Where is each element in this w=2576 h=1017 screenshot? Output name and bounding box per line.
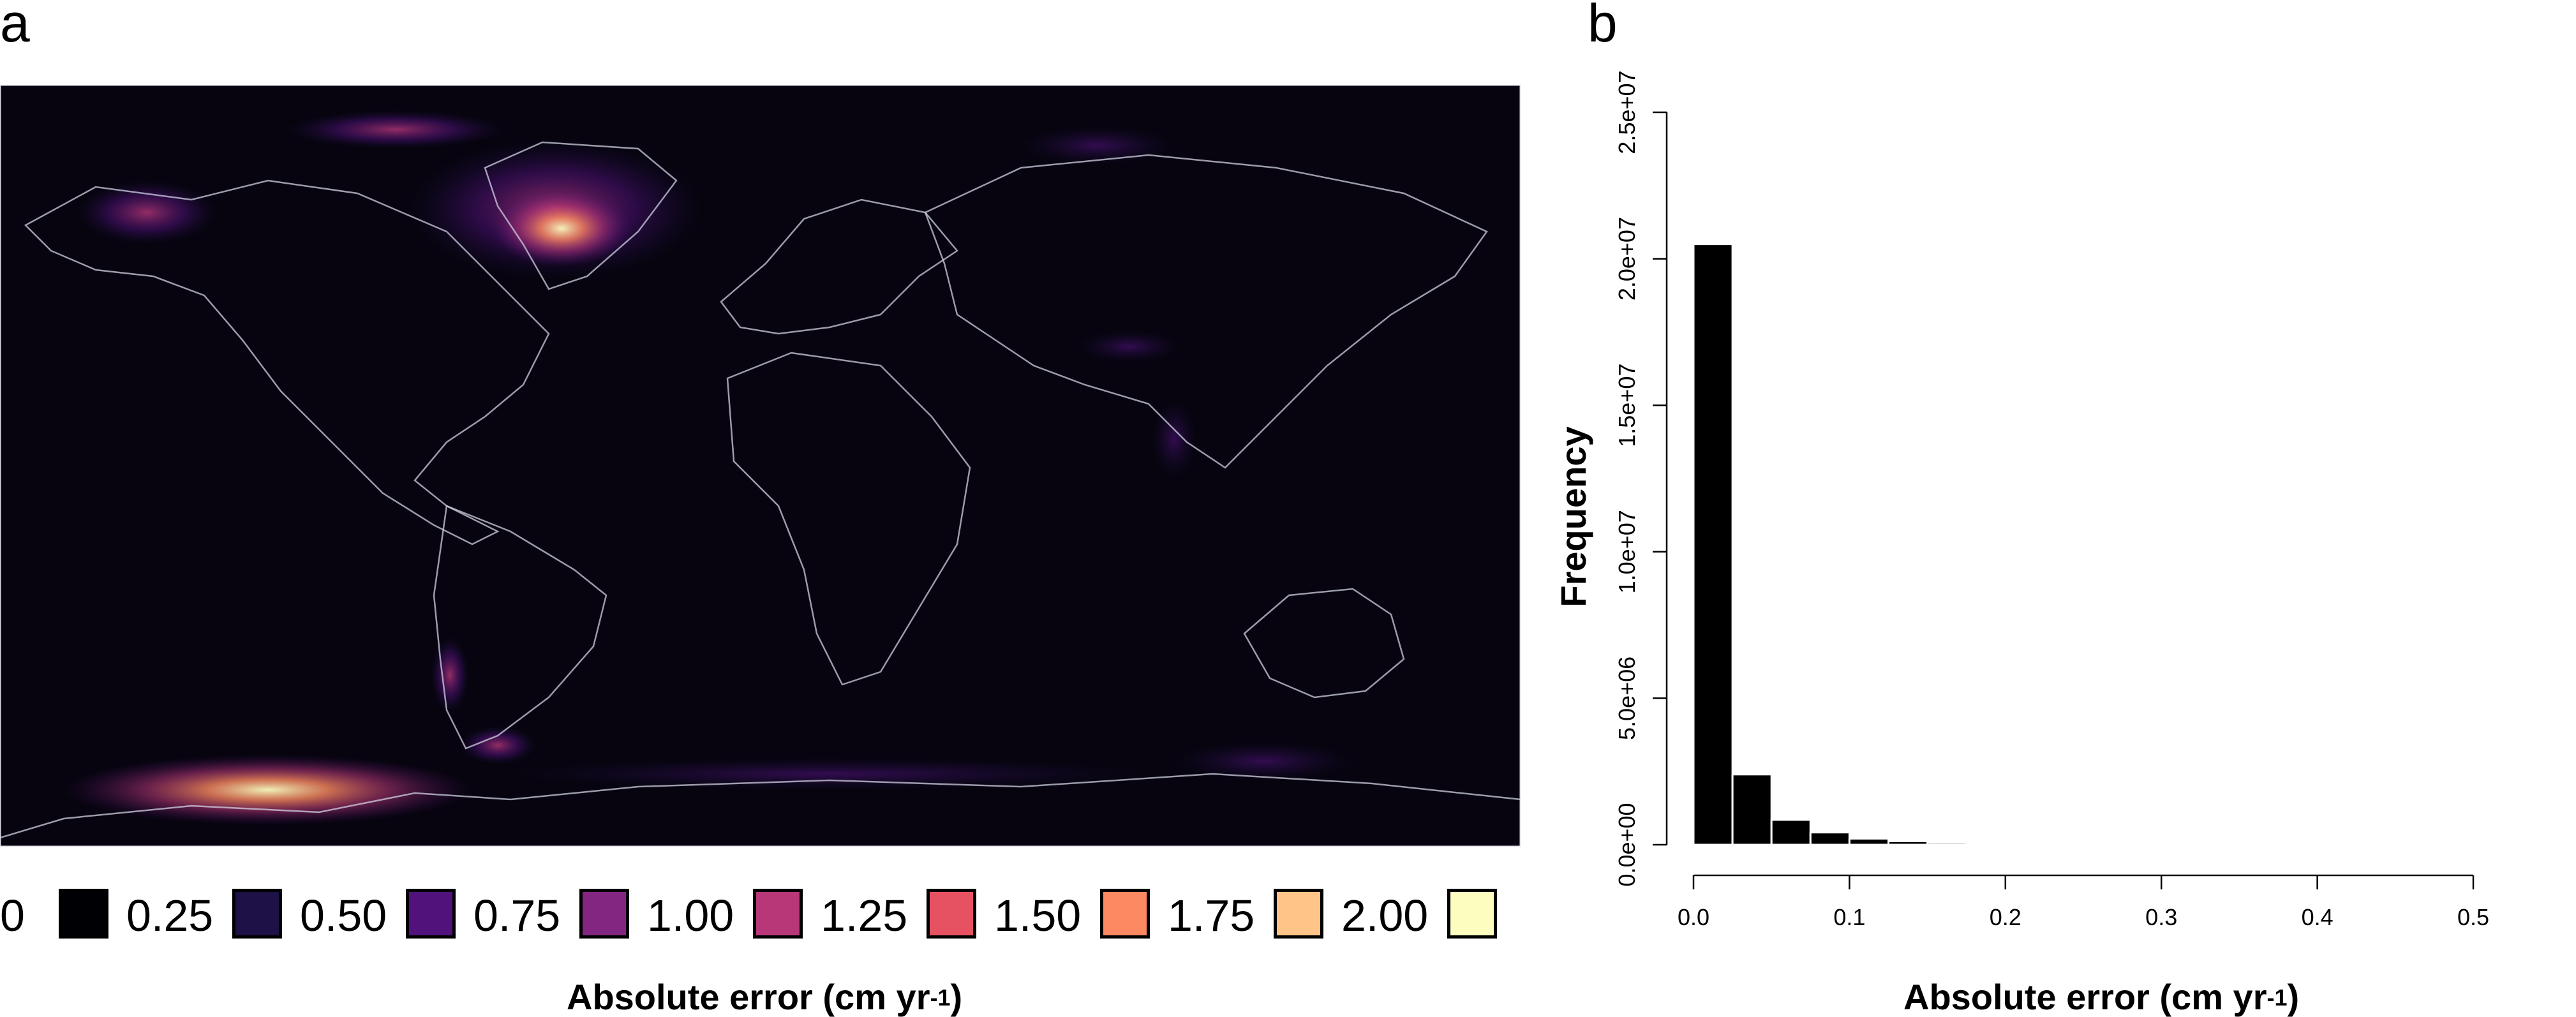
x-tick-label: 0.2 — [1990, 904, 2021, 930]
legend-label: 0.50 — [300, 893, 387, 938]
histogram-bar — [1694, 244, 1732, 845]
histogram-y-axis-title: Frequency — [1553, 426, 1593, 607]
legend-swatch — [927, 889, 976, 939]
histogram-axes — [1667, 112, 2473, 875]
map-background — [0, 85, 1521, 847]
x-tick-label: 0.4 — [2302, 904, 2334, 930]
hotspot-west-antarctica — [64, 755, 472, 825]
legend-swatch — [59, 889, 108, 939]
legend-label: 2.00 — [1341, 893, 1428, 938]
panel-letter-b: b — [1588, 0, 1618, 50]
hotspot-arctic-canada — [287, 110, 504, 149]
hist-x-title-text: Absolute error (cm yr — [1903, 977, 2267, 1017]
histogram-bars — [1694, 244, 2083, 845]
legend-label: 1.25 — [821, 893, 907, 938]
legend-swatch — [1100, 889, 1150, 939]
legend-swatch — [1274, 889, 1323, 939]
legend-swatch — [406, 889, 456, 939]
x-tick-label: 0.1 — [1833, 904, 1865, 930]
legend-label: 0.25 — [126, 893, 213, 938]
histogram-bar — [1928, 843, 1967, 845]
legend-swatch — [232, 889, 282, 939]
histogram-bar — [1967, 843, 2006, 845]
y-tick-label: 5.0e+06 — [1614, 657, 1640, 740]
histogram-bar — [1771, 820, 1810, 845]
hotspot-southeast-asia — [1152, 401, 1196, 477]
legend-label: 1.50 — [994, 893, 1081, 938]
histogram-y-ticks: 0.0e+00 5.0e+06 1.0e+07 1.5e+07 2.0e+07 2.5e+… — [1614, 70, 1667, 886]
y-tick-label: 1.0e+07 — [1614, 510, 1640, 593]
legend-swatch — [753, 889, 803, 939]
histogram-x-ticks: 0.0 0.1 0.2 0.3 0.4 0.5 — [1678, 875, 2489, 930]
x-tick-label: 0.5 — [2457, 904, 2489, 930]
histogram-bar — [1889, 841, 1928, 845]
histogram-x-axis-title: Absolute error (cm yr-1) — [1903, 979, 2299, 1015]
legend-swatch — [579, 889, 629, 939]
legend-label: 1.00 — [647, 893, 734, 938]
panel-letter-a: a — [0, 0, 30, 50]
histogram-bar — [1849, 838, 1888, 845]
legend-label: 0 — [0, 893, 25, 938]
histogram-bar — [1732, 775, 1771, 845]
hotspot-patagonia — [431, 637, 469, 713]
hist-x-title-close: ) — [2288, 977, 2300, 1017]
legend-label: 0.75 — [473, 893, 560, 938]
hotspot-alaska — [77, 181, 217, 244]
map-x-axis-title: Absolute error (cm yr-1) — [567, 979, 962, 1015]
legend-swatch — [1447, 889, 1497, 939]
histogram-bar — [2006, 844, 2044, 845]
x-tick-label: 0.3 — [2145, 904, 2177, 930]
hotspot-antarctic-peninsula — [459, 726, 536, 764]
y-tick-label: 0.0e+00 — [1614, 803, 1640, 886]
hotspot-himalaya — [1078, 330, 1180, 362]
x-tick-label: 0.0 — [1678, 904, 1709, 930]
legend-label: 1.75 — [1168, 893, 1254, 938]
y-tick-label: 2.0e+07 — [1614, 217, 1640, 301]
hotspot-svalbard — [1021, 126, 1174, 165]
y-tick-label: 2.5e+07 — [1614, 70, 1640, 154]
map-x-title-text: Absolute error (cm yr — [567, 977, 930, 1017]
y-tick-label: 1.5e+07 — [1614, 364, 1640, 447]
error-map — [0, 85, 1521, 847]
histogram-bar — [1810, 833, 1849, 845]
error-histogram: 0.0 0.1 0.2 0.3 0.4 0.5 0.0e+00 5.0e+06 1.0e+07… — [1544, 64, 2576, 1007]
map-x-title-close: ) — [951, 977, 963, 1017]
